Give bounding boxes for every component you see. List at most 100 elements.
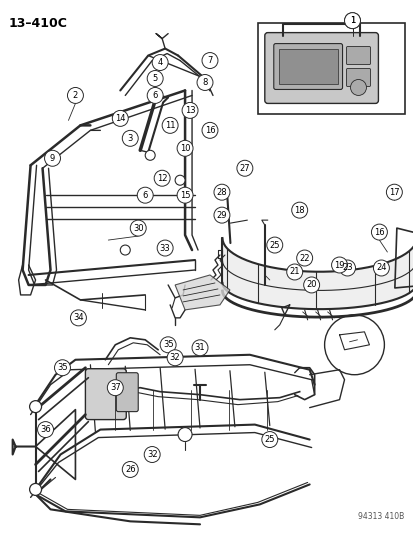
Circle shape: [373, 260, 389, 276]
Text: 26: 26: [125, 465, 135, 474]
Text: 24: 24: [375, 263, 386, 272]
Circle shape: [162, 117, 178, 133]
FancyBboxPatch shape: [116, 373, 138, 411]
FancyBboxPatch shape: [346, 46, 370, 64]
FancyBboxPatch shape: [85, 369, 126, 419]
Circle shape: [296, 250, 312, 266]
Circle shape: [236, 160, 252, 176]
Text: 27: 27: [239, 164, 249, 173]
Circle shape: [147, 87, 163, 103]
Circle shape: [385, 184, 401, 200]
Text: 2: 2: [73, 91, 78, 100]
Text: 33: 33: [159, 244, 170, 253]
Polygon shape: [175, 275, 229, 310]
Text: 15: 15: [179, 191, 190, 200]
Text: 19: 19: [333, 261, 344, 270]
Circle shape: [331, 257, 347, 273]
Circle shape: [107, 379, 123, 395]
Circle shape: [29, 483, 41, 495]
Text: 94313 410B: 94313 410B: [357, 512, 404, 521]
Bar: [257, 22, 404, 115]
Text: 3: 3: [127, 134, 133, 143]
Circle shape: [122, 131, 138, 147]
Text: 1: 1: [349, 16, 354, 25]
Text: 35: 35: [162, 340, 173, 349]
Circle shape: [214, 184, 229, 200]
Circle shape: [147, 70, 163, 86]
Text: 25: 25: [264, 435, 274, 444]
Circle shape: [214, 207, 229, 223]
Text: 5: 5: [152, 74, 157, 83]
Text: 7: 7: [207, 56, 212, 65]
Circle shape: [202, 53, 217, 69]
Text: 16: 16: [373, 228, 384, 237]
Text: 36: 36: [40, 425, 51, 434]
Circle shape: [344, 13, 360, 29]
Text: 35: 35: [57, 363, 68, 372]
Circle shape: [70, 310, 86, 326]
Text: 28: 28: [216, 188, 227, 197]
Circle shape: [344, 13, 360, 29]
Circle shape: [45, 150, 60, 166]
Circle shape: [370, 224, 387, 240]
Circle shape: [291, 202, 307, 218]
Circle shape: [266, 237, 282, 253]
Text: 9: 9: [50, 154, 55, 163]
Text: 10: 10: [179, 144, 190, 153]
Circle shape: [120, 245, 130, 255]
Circle shape: [261, 432, 277, 448]
FancyBboxPatch shape: [346, 69, 370, 86]
Text: 1: 1: [349, 16, 354, 25]
Text: 29: 29: [216, 211, 227, 220]
Text: 32: 32: [147, 450, 157, 459]
Circle shape: [160, 337, 176, 353]
Circle shape: [339, 260, 355, 276]
Circle shape: [67, 87, 83, 103]
Text: 20: 20: [306, 280, 316, 289]
FancyBboxPatch shape: [264, 33, 377, 103]
Text: 6: 6: [152, 91, 157, 100]
Text: 23: 23: [342, 263, 352, 272]
Circle shape: [303, 277, 319, 293]
Circle shape: [122, 462, 138, 478]
Circle shape: [130, 220, 146, 236]
Text: 34: 34: [73, 313, 83, 322]
Circle shape: [177, 140, 192, 156]
Circle shape: [350, 79, 366, 95]
Circle shape: [29, 401, 41, 413]
FancyBboxPatch shape: [278, 49, 337, 84]
Text: 8: 8: [202, 78, 207, 87]
Circle shape: [112, 110, 128, 126]
Circle shape: [167, 350, 183, 366]
FancyBboxPatch shape: [273, 44, 342, 90]
Text: 13: 13: [184, 106, 195, 115]
Circle shape: [192, 340, 207, 356]
Text: 25: 25: [269, 240, 279, 249]
Text: 12: 12: [157, 174, 167, 183]
Circle shape: [178, 427, 192, 441]
Text: 4: 4: [157, 58, 162, 67]
Circle shape: [55, 360, 70, 376]
Text: 37: 37: [110, 383, 121, 392]
Circle shape: [154, 170, 170, 186]
Circle shape: [137, 187, 153, 203]
Text: 31: 31: [194, 343, 205, 352]
Circle shape: [145, 150, 155, 160]
Text: 22: 22: [299, 254, 309, 263]
Text: 14: 14: [115, 114, 125, 123]
Text: 32: 32: [169, 353, 180, 362]
Text: 6: 6: [142, 191, 147, 200]
Text: 11: 11: [164, 121, 175, 130]
Circle shape: [197, 75, 212, 91]
Circle shape: [177, 187, 192, 203]
Circle shape: [38, 422, 53, 438]
Text: 21: 21: [289, 268, 299, 277]
Text: 13–410C: 13–410C: [9, 17, 67, 30]
Circle shape: [144, 447, 160, 463]
Circle shape: [157, 240, 173, 256]
Circle shape: [286, 264, 302, 280]
Text: 30: 30: [133, 224, 143, 232]
Circle shape: [182, 102, 197, 118]
Circle shape: [152, 54, 168, 70]
Circle shape: [202, 123, 217, 139]
